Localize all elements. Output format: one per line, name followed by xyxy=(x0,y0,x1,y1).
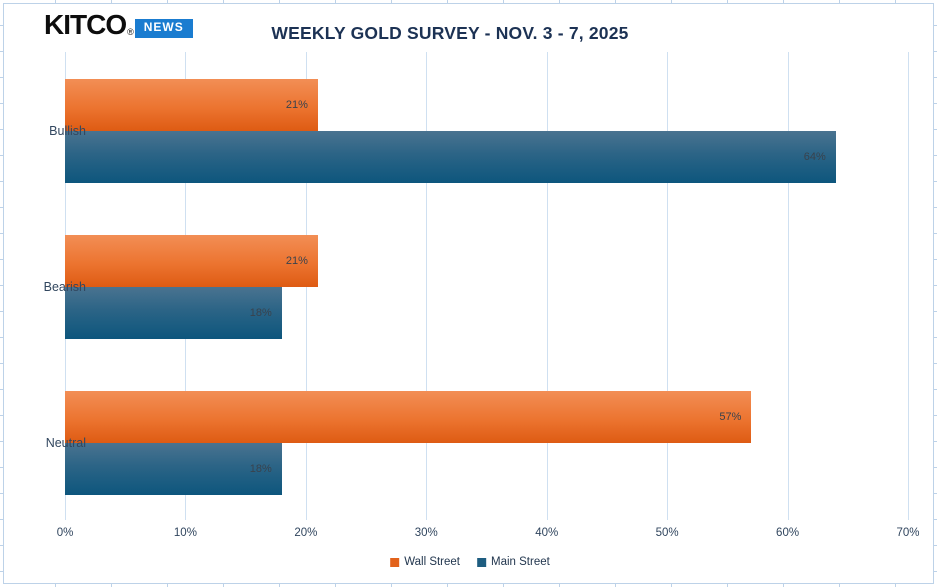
x-tick-label: 0% xyxy=(56,527,74,539)
x-tick-label: 10% xyxy=(173,527,197,539)
chart-legend: Wall Street Main Street xyxy=(390,556,550,568)
news-badge: NEWS xyxy=(134,19,193,38)
bar-neutral-wall-street: 57% xyxy=(65,391,752,443)
category-row-bullish: 21% 64% xyxy=(65,52,908,208)
kitco-news-logo: KITCO ® NEWS xyxy=(44,11,193,39)
legend-item-wall-street: Wall Street xyxy=(390,556,460,568)
bar-value-label: 21% xyxy=(285,99,308,111)
bar-bullish-wall-street: 21% xyxy=(65,79,318,131)
legend-label: Main Street xyxy=(491,556,550,568)
chart-title: WEEKLY GOLD SURVEY - NOV. 3 - 7, 2025 xyxy=(271,23,629,43)
plot-area: 21% 64% 21% 18% 57% 18% xyxy=(65,52,909,520)
category-row-bearish: 21% 18% xyxy=(65,208,908,364)
x-tick-label: 50% xyxy=(655,527,679,539)
legend-label: Wall Street xyxy=(404,556,460,568)
bar-value-label: 64% xyxy=(803,151,826,163)
kitco-logo-text: KITCO xyxy=(44,9,127,40)
x-tick-label: 60% xyxy=(776,527,800,539)
x-tick-label: 40% xyxy=(535,527,559,539)
bar-bullish-main-street: 64% xyxy=(65,131,836,183)
wall-street-swatch-icon xyxy=(390,557,400,567)
gridline-30pct xyxy=(426,52,428,520)
gridline-40pct xyxy=(546,52,548,520)
bar-bearish-wall-street: 21% xyxy=(65,235,318,287)
category-label-bearish: Bearish xyxy=(43,280,86,294)
x-tick-label: 30% xyxy=(414,527,438,539)
main-street-swatch-icon xyxy=(477,557,486,567)
category-row-neutral: 57% 18% xyxy=(65,364,908,520)
registered-trademark-icon: ® xyxy=(127,27,134,37)
bar-value-label: 18% xyxy=(249,307,272,319)
bar-value-label: 57% xyxy=(719,411,742,423)
gridline-50pct xyxy=(667,52,669,520)
x-tick-label: 70% xyxy=(896,527,920,539)
category-label-neutral: Neutral xyxy=(45,436,86,450)
gridline-60pct xyxy=(787,52,789,520)
gridline-70pct xyxy=(908,52,909,520)
bar-neutral-main-street: 18% xyxy=(65,443,282,495)
legend-item-main-street: Main Street xyxy=(477,556,550,568)
x-tick-label: 20% xyxy=(294,527,318,539)
frame-edge-ticks-top xyxy=(0,0,937,3)
x-axis: 0% 10% 20% 30% 40% 50% 60% 70% xyxy=(57,527,920,543)
category-label-bullish: Bullish xyxy=(49,124,86,138)
bar-value-label: 18% xyxy=(249,463,272,475)
bar-bearish-main-street: 18% xyxy=(65,287,282,339)
bar-value-label: 21% xyxy=(285,255,308,267)
